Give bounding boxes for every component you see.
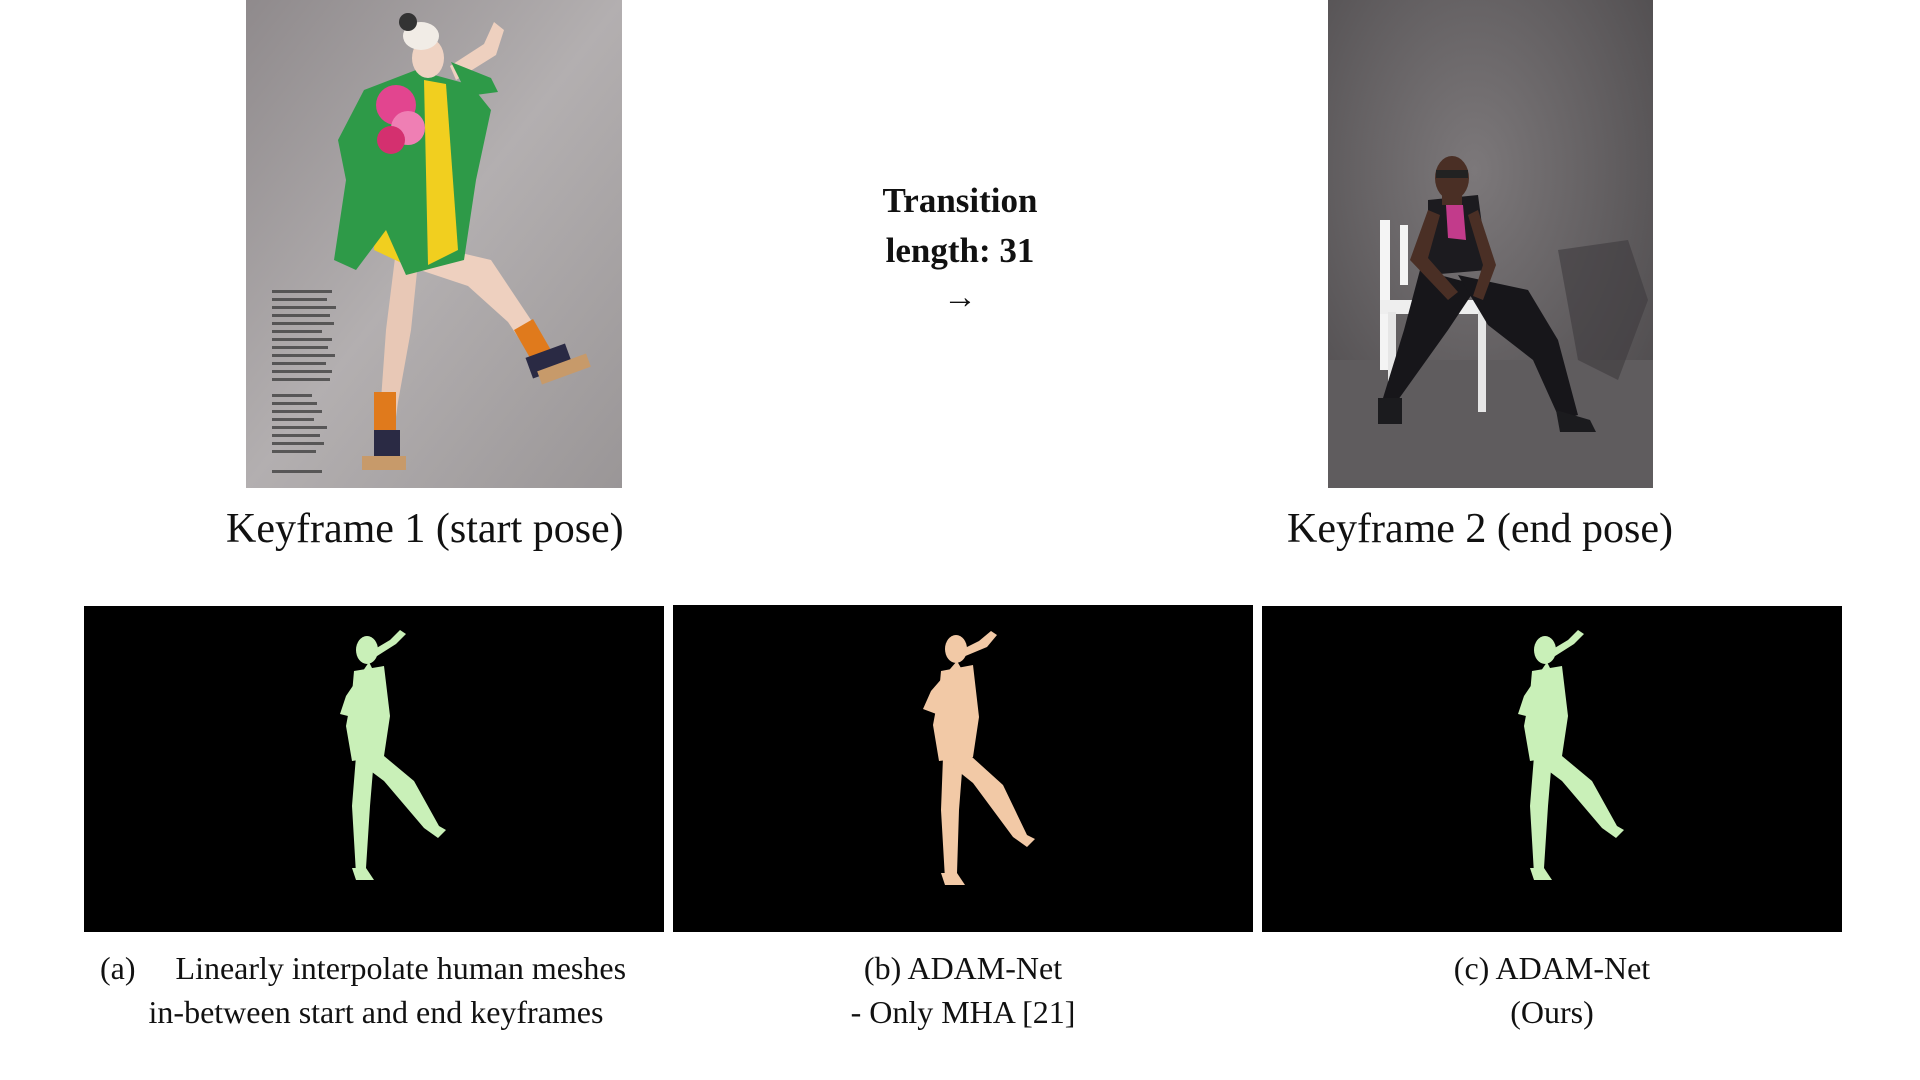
caption-a-line1: (a) Linearly interpolate human meshes bbox=[100, 950, 627, 986]
caption-c-line2: (Ours) bbox=[1510, 994, 1594, 1030]
render-panel-linear-interpolation bbox=[84, 606, 664, 932]
human-mesh-green bbox=[1518, 630, 1624, 880]
right-arrow-icon: → bbox=[943, 279, 977, 316]
transition-line1: Transition bbox=[882, 181, 1038, 220]
caption-c: (c) ADAM-Net (Ours) bbox=[1262, 946, 1842, 1034]
human-mesh-skin bbox=[923, 631, 1035, 885]
caption-b-line1: (b) ADAM-Net bbox=[863, 950, 1063, 986]
start-keyframe-label: Keyframe 1 (start pose) bbox=[226, 506, 624, 552]
transition-length-label: Transition length: 31 → bbox=[860, 176, 1060, 320]
caption-a: (a) Linearly interpolate human meshes in… bbox=[96, 946, 656, 1034]
caption-a-line2: in-between start and end keyframes bbox=[148, 994, 604, 1030]
render-panel-only-mha bbox=[673, 605, 1253, 932]
render-panel-adam-net-ours bbox=[1262, 606, 1842, 932]
end-keyframe-label: Keyframe 2 (end pose) bbox=[1287, 506, 1673, 552]
caption-b-line2: - Only MHA [21] bbox=[850, 994, 1076, 1030]
transition-line2: length: 31 bbox=[885, 231, 1035, 270]
caption-c-line1: (c) ADAM-Net bbox=[1453, 950, 1651, 986]
human-mesh-green bbox=[340, 630, 446, 880]
end-keyframe-photo bbox=[1328, 0, 1653, 488]
start-keyframe-photo bbox=[246, 0, 622, 488]
caption-b: (b) ADAM-Net - Only MHA [21] bbox=[673, 946, 1253, 1034]
